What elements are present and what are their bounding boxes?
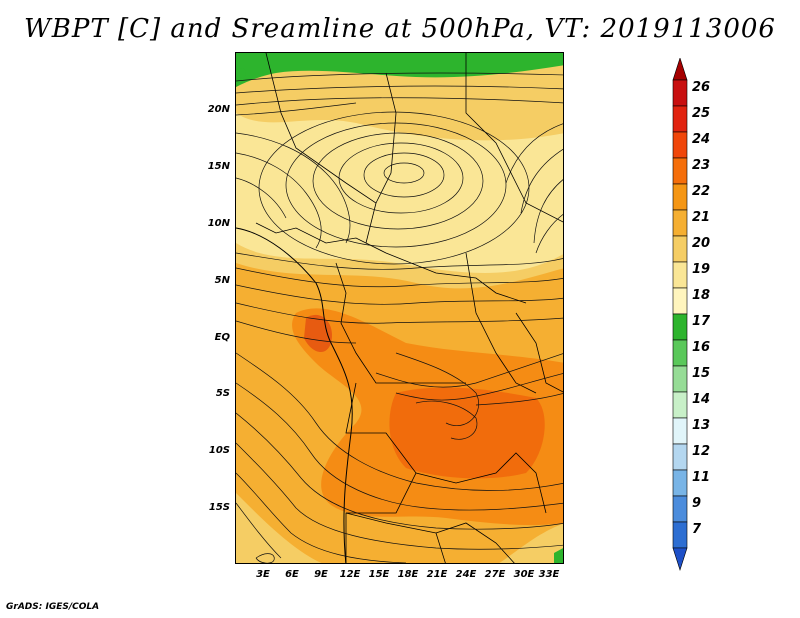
- lon-label: 12E: [339, 569, 361, 580]
- colorbar-swatch: [672, 469, 688, 497]
- lat-label: EQ: [214, 332, 230, 343]
- colorbar-swatch: [672, 131, 688, 159]
- cold-spot-northwest: [236, 68, 246, 78]
- wbpt-field-southeast: [499, 523, 563, 563]
- colorbar-label: 17: [692, 314, 711, 329]
- map-panel: [235, 52, 564, 564]
- streamlines: [236, 72, 563, 563]
- lon-label: 15E: [368, 569, 390, 580]
- colorbar-swatch: [672, 495, 688, 523]
- colorbar-label: 14: [692, 392, 711, 407]
- credit-text: GrADS: IGES/COLA: [6, 602, 100, 612]
- colorbar-label: 7: [692, 522, 702, 537]
- wbpt-cold-band: [236, 53, 563, 87]
- colorbar-label: 25: [692, 106, 711, 121]
- coastline: [236, 227, 353, 563]
- lat-label: 15S: [208, 502, 230, 513]
- colorbar-label: 23: [692, 158, 711, 173]
- colorbar-swatch: [672, 209, 688, 237]
- colorbar-swatch: [672, 105, 688, 133]
- cold-spot-southeast: [554, 548, 563, 563]
- colorbar-label: 26: [692, 80, 711, 95]
- colorbar-swatch: [672, 183, 688, 211]
- wbpt-field-hot-core: [389, 387, 545, 479]
- lat-label: 20N: [207, 104, 230, 115]
- colorbar-label: 16: [692, 340, 711, 355]
- lon-label: 24E: [455, 569, 477, 580]
- lon-label: 33E: [538, 569, 560, 580]
- colorbar-swatch: [672, 287, 688, 315]
- colorbar-label: 21: [692, 210, 711, 225]
- colorbar-label: 9: [692, 496, 702, 511]
- colorbar-arrow-bottom: [672, 547, 688, 571]
- colorbar-label: 13: [692, 418, 711, 433]
- colorbar-swatch: [672, 235, 688, 263]
- colorbar-swatch: [672, 365, 688, 393]
- colorbar-label: 12: [692, 444, 711, 459]
- colorbar-swatch: [672, 313, 688, 341]
- colorbar-label: 15: [692, 366, 711, 381]
- colorbar-swatch: [672, 417, 688, 445]
- colorbar-swatch: [672, 443, 688, 471]
- lat-label: 5N: [214, 275, 230, 286]
- colorbar-label: 24: [692, 132, 711, 147]
- colorbar-arrow-top: [672, 58, 688, 81]
- lon-label: 30E: [513, 569, 535, 580]
- chart-title: WBPT [C] and Sreamline at 500hPa, VT: 20…: [24, 14, 776, 44]
- lat-label: 5S: [215, 388, 230, 399]
- colorbar-label: 11: [692, 470, 711, 485]
- colorbar: [672, 58, 688, 571]
- colorbar-swatch: [672, 521, 688, 549]
- colorbar-swatch: [672, 157, 688, 185]
- lon-label: 27E: [484, 569, 506, 580]
- colorbar-swatch: [672, 261, 688, 289]
- colorbar-swatch: [672, 339, 688, 367]
- map-canvas: [236, 53, 563, 563]
- colorbar-swatch: [672, 79, 688, 107]
- lon-label: 18E: [397, 569, 419, 580]
- lon-label: 3E: [256, 569, 270, 580]
- lat-label: 15N: [207, 161, 230, 172]
- lat-label: 10S: [208, 445, 230, 456]
- wbpt-field-southwest: [236, 493, 322, 563]
- lon-label: 21E: [426, 569, 448, 580]
- colorbar-swatch: [672, 391, 688, 419]
- colorbar-label: 19: [692, 262, 711, 277]
- colorbar-label: 18: [692, 288, 711, 303]
- colorbar-label: 22: [692, 184, 711, 199]
- lon-label: 9E: [314, 569, 328, 580]
- lon-label: 6E: [285, 569, 299, 580]
- colorbar-label: 20: [692, 236, 711, 251]
- lat-label: 10N: [207, 218, 230, 229]
